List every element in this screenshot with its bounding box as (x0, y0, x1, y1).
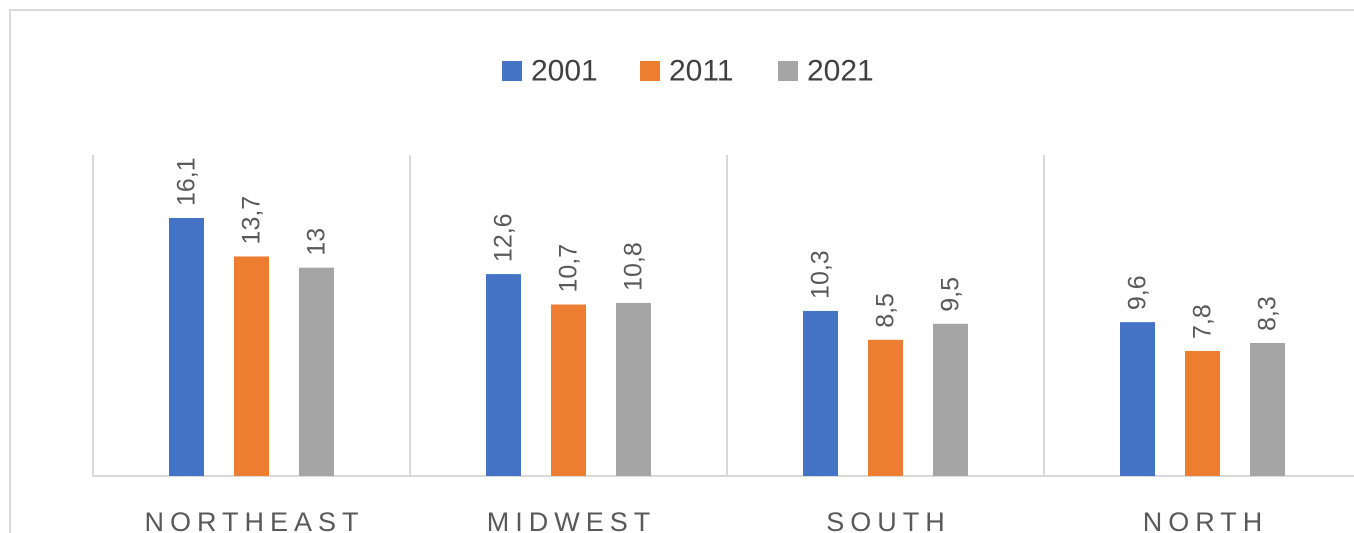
data-label: 16,1 (173, 157, 201, 206)
bar (299, 267, 334, 476)
bar (1185, 351, 1220, 476)
x-tick-label: MIDWEST (487, 507, 657, 533)
bar (486, 274, 521, 476)
data-label: 7,8 (1189, 304, 1217, 339)
data-label: 9,5 (937, 277, 965, 312)
data-label: 13 (303, 228, 331, 256)
legend-swatch (640, 61, 660, 81)
data-label: 9,6 (1124, 275, 1152, 310)
x-tick-label: NORTHEAST (144, 507, 364, 533)
bar (234, 256, 269, 476)
data-label: 8,3 (1254, 296, 1282, 331)
bar (1120, 322, 1155, 476)
data-label: 10,3 (807, 250, 835, 299)
bar (803, 310, 838, 476)
data-label: 10,8 (620, 242, 648, 291)
bar (868, 339, 903, 476)
legend-swatch (778, 61, 798, 81)
bar (169, 218, 204, 476)
data-label: 8,5 (872, 293, 900, 328)
x-tick-label: NORTH (1143, 507, 1269, 533)
bar (1250, 342, 1285, 476)
legend-label: 2001 (531, 55, 598, 88)
data-label: 12,6 (490, 213, 518, 262)
bar (616, 302, 651, 476)
legend-label: 2011 (669, 55, 734, 88)
data-label: 13,7 (238, 196, 266, 245)
bar (933, 323, 968, 476)
data-label: 10,7 (555, 244, 583, 293)
x-tick-label: SOUTH (826, 507, 951, 533)
bar (551, 304, 586, 476)
legend-swatch (502, 61, 522, 81)
legend-label: 2021 (807, 55, 874, 88)
